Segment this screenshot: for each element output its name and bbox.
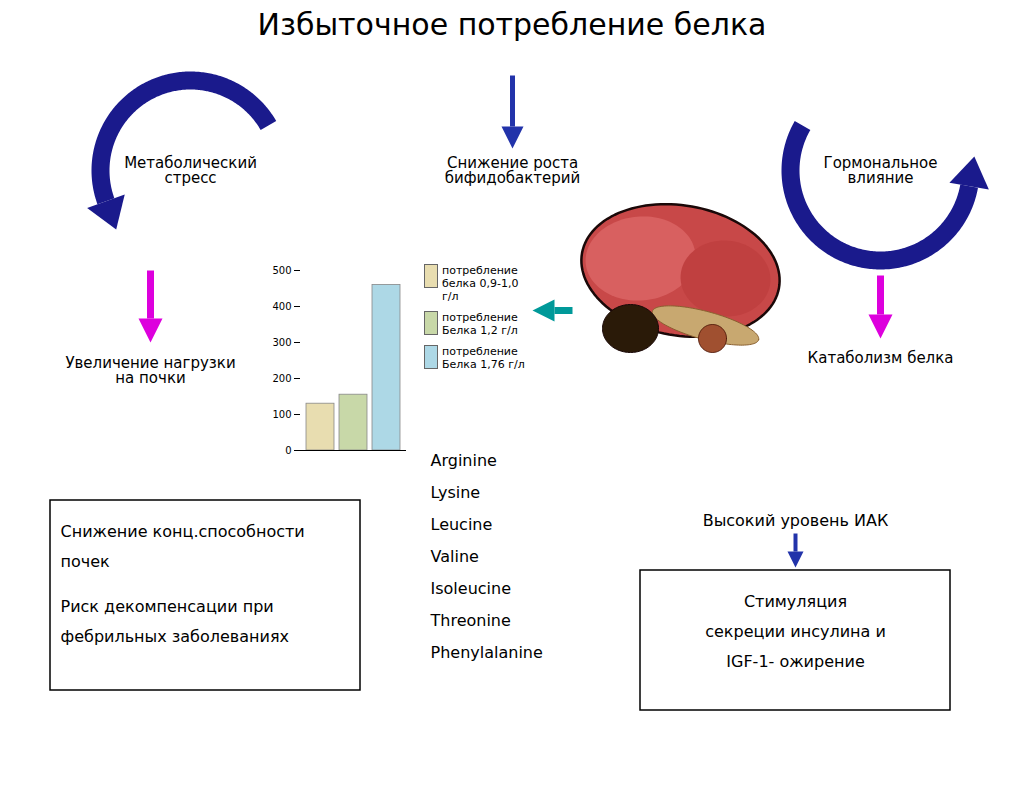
svg-text:почек: почек (61, 552, 111, 571)
svg-text:Leucine: Leucine (431, 515, 493, 534)
svg-text:0: 0 (285, 445, 291, 456)
svg-text:Увеличение нагрузкина почки: Увеличение нагрузкина почки (65, 354, 235, 387)
svg-text:300: 300 (272, 337, 291, 348)
html-text:потребление Белка 1,76 г/л: потребление Белка 1,76 г/л (442, 345, 525, 371)
html-text:потребление Белка 1,2 г/л: потребление Белка 1,2 г/л (442, 311, 518, 337)
html-text:Избыточное потребление белка: Избыточное потребление белка (257, 7, 767, 42)
svg-text:Катаболизм белка: Катаболизм белка (808, 349, 954, 367)
svg-text:Threonine: Threonine (430, 611, 511, 630)
svg-text:Isoleucine: Isoleucine (431, 579, 512, 598)
svg-text:секреции инсулина и: секреции инсулина и (705, 622, 886, 641)
svg-text:Высокий уровень ИАК: Высокий уровень ИАК (703, 511, 889, 530)
svg-text:Phenylalanine: Phenylalanine (431, 643, 543, 662)
svg-text:Снижение конц.способности: Снижение конц.способности (61, 522, 305, 541)
svg-text:400: 400 (272, 301, 291, 312)
svg-text:Arginine: Arginine (431, 451, 497, 470)
html-text:потребление белка 0,9-1,0 г/л: потребление белка 0,9-1,0 г/л (442, 264, 519, 303)
svg-text:Стимуляция: Стимуляция (744, 592, 847, 611)
svg-text:500: 500 (272, 265, 291, 276)
svg-text:Гормональноевлияние: Гормональноевлияние (824, 154, 938, 187)
svg-text:Lysine: Lysine (431, 483, 481, 502)
svg-text:IGF-1- ожирение: IGF-1- ожирение (726, 652, 864, 671)
svg-text:Риск декомпенсации при: Риск декомпенсации при (61, 597, 274, 616)
svg-text:Valine: Valine (431, 547, 479, 566)
svg-text:фебрильных заболеваниях: фебрильных заболеваниях (61, 627, 289, 646)
svg-text:Снижение ростабифидобактерий: Снижение ростабифидобактерий (445, 154, 581, 187)
svg-text:100: 100 (272, 409, 291, 420)
svg-text:Метаболическийстресс: Метаболическийстресс (124, 154, 257, 187)
svg-text:200: 200 (272, 373, 291, 384)
